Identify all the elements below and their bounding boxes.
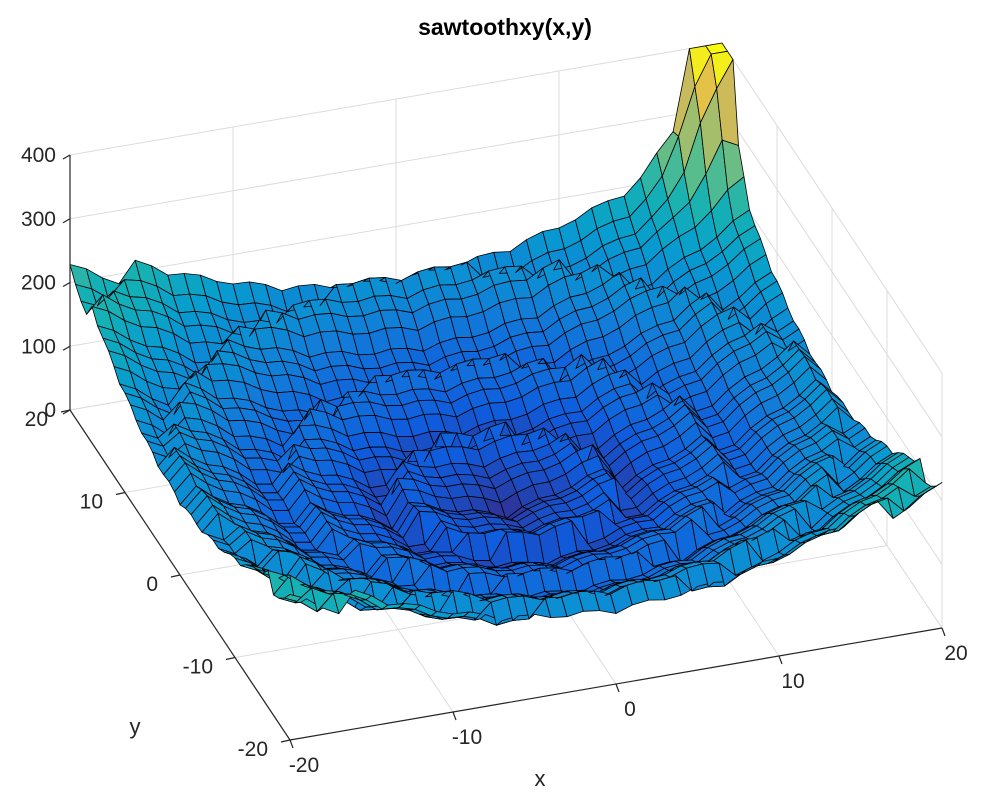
- z-tick-label: 200: [21, 272, 56, 295]
- axes-layer: [60, 154, 946, 749]
- chart-title: sawtoothxy(x,y): [418, 14, 592, 40]
- x-tick: [452, 711, 457, 721]
- x-tick-label: 0: [624, 698, 636, 721]
- z-tick: [62, 281, 71, 288]
- surface-facet: [919, 482, 943, 497]
- z-tick-label: 0: [44, 399, 56, 422]
- y-tick: [225, 656, 236, 661]
- y-tick-label: 0: [146, 573, 158, 596]
- y-axis-label: y: [130, 714, 141, 739]
- x-tick: [615, 683, 620, 693]
- z-tick: [62, 154, 71, 160]
- y-tick-label: 10: [80, 491, 103, 514]
- x-tick-label: 10: [781, 670, 804, 693]
- surface-layer: [69, 42, 943, 626]
- z-tick: [62, 409, 71, 415]
- x-tick: [778, 655, 783, 665]
- x-tick-label: 20: [944, 642, 967, 665]
- y-tick-label: -20: [238, 738, 268, 761]
- x-tick: [941, 627, 946, 637]
- y-tick: [280, 739, 291, 743]
- x-tick: [289, 739, 294, 749]
- y-tick: [170, 574, 181, 578]
- z-tick-label: 100: [21, 335, 56, 358]
- x-tick-label: -10: [452, 726, 482, 749]
- z-tick: [62, 345, 71, 351]
- y-tick-label: -10: [183, 656, 213, 679]
- z-tick-label: 400: [21, 144, 56, 167]
- y-tick: [115, 491, 126, 496]
- x-tick-label: -20: [289, 754, 319, 777]
- x-axis-label: x: [535, 766, 546, 791]
- y-tick-label: 20: [25, 408, 48, 431]
- z-tick: [62, 218, 71, 224]
- z-tick-label: 300: [21, 208, 56, 231]
